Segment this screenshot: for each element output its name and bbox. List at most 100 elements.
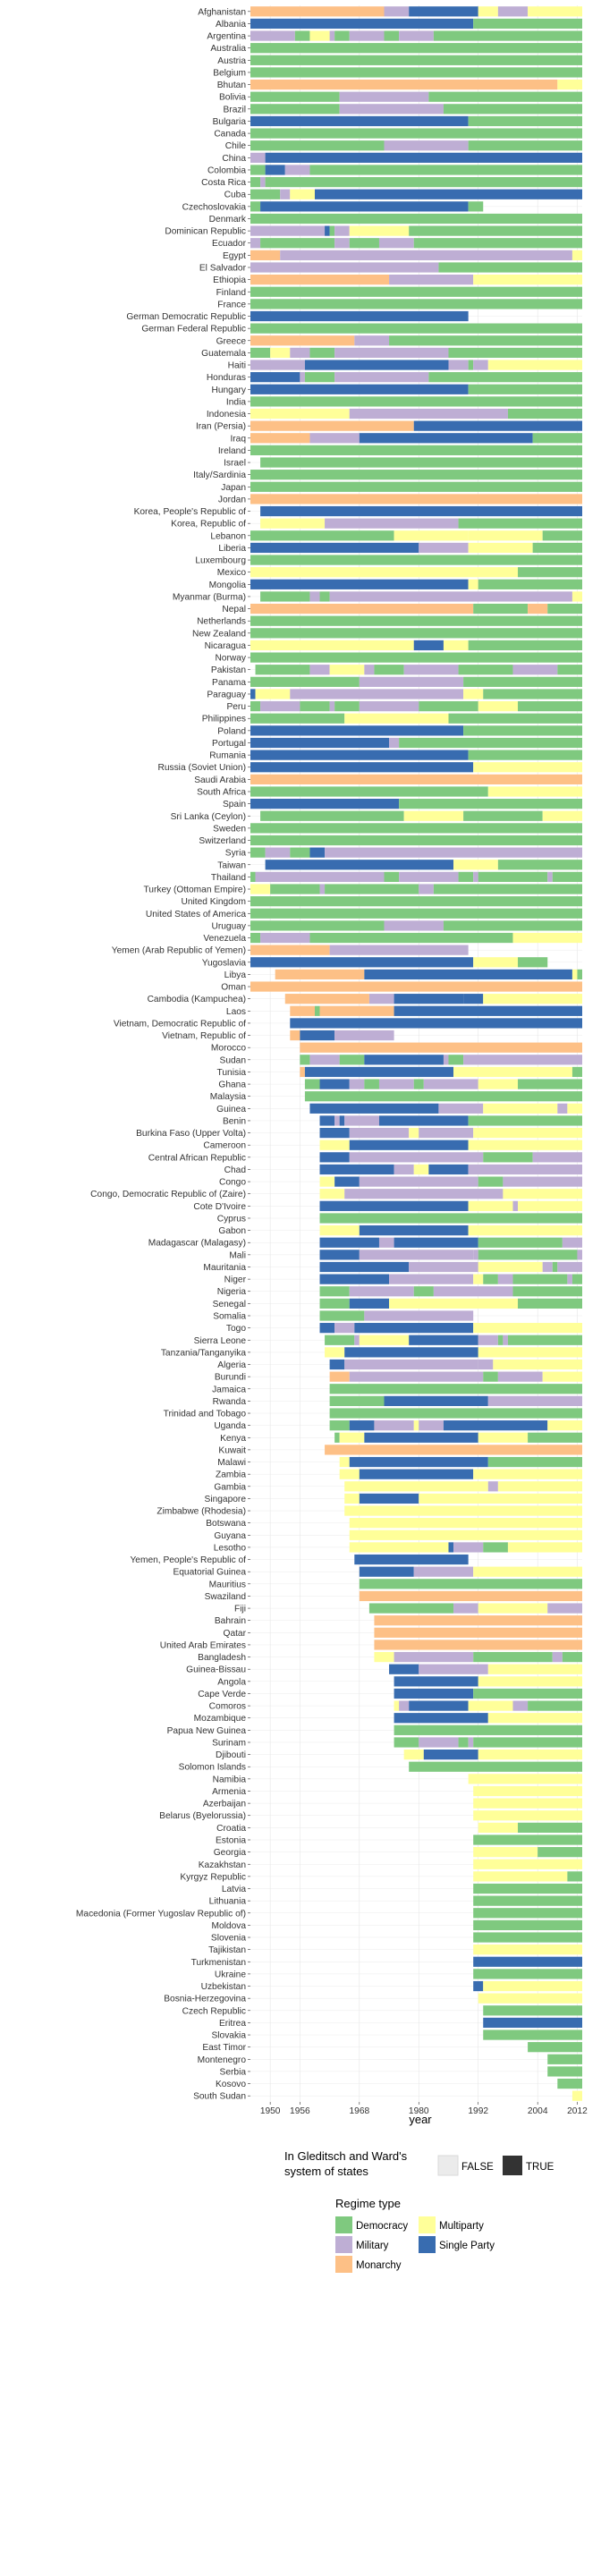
regime-segment: [571, 591, 582, 602]
regime-segment: [453, 1066, 572, 1078]
regime-segment: [542, 530, 582, 541]
regime-segment: [478, 1261, 543, 1273]
regime-segment: [473, 1895, 582, 1906]
regime-segment: [270, 347, 291, 359]
country-label: Turkmenistan: [191, 1958, 246, 1968]
regime-segment: [487, 1713, 582, 1724]
country-label: Ghana: [218, 1080, 246, 1090]
regime-segment: [468, 640, 582, 651]
country-label: Canada: [214, 130, 246, 140]
regime-segment: [349, 1530, 582, 1540]
regime-segment: [468, 1200, 513, 1211]
regime-segment: [399, 1700, 410, 1711]
country-label: Senegal: [213, 1300, 246, 1309]
regime-segment: [478, 1432, 529, 1443]
country-label: Cape Verde: [198, 1690, 246, 1699]
regime-segment: [349, 238, 379, 249]
regime-segment: [349, 1456, 488, 1468]
regime-segment: [319, 1286, 350, 1297]
regime-segment: [250, 176, 261, 188]
regime-segment: [497, 1481, 582, 1492]
regime-segment: [483, 1980, 582, 1992]
regime-segment: [250, 104, 340, 114]
country-label: Cuba: [224, 191, 247, 200]
country-label: Russia (Soviet Union): [157, 763, 246, 773]
regime-segment: [250, 579, 469, 589]
regime-segment: [478, 1250, 578, 1260]
country-label: Libya: [224, 970, 247, 980]
country-label: Yugoslavia: [202, 958, 247, 968]
regime-segment: [250, 347, 271, 359]
regime-segment: [384, 30, 400, 41]
regime-segment: [290, 847, 310, 858]
regime-segment: [250, 165, 266, 175]
legend-label-single-party: Single Party: [439, 2241, 495, 2251]
regime-segment: [290, 1030, 300, 1041]
regime-segment: [359, 1579, 582, 1589]
country-labels: Afghanistan Albania Argentina Australia Aust…: [76, 7, 250, 2102]
regime-segment: [250, 225, 326, 236]
country-label: Kazakhstan: [199, 1860, 246, 1870]
regime-segment: [319, 1176, 335, 1187]
regime-segment: [325, 225, 330, 236]
regime-segment: [483, 1152, 533, 1163]
country-label: Guinea-Bissau: [186, 1665, 246, 1675]
regime-segment: [478, 1603, 548, 1614]
country-label: Austria: [217, 56, 246, 66]
x-tick-label: 1968: [349, 2106, 369, 2116]
regime-segment: [359, 1335, 410, 1345]
country-label: Moldova: [211, 1921, 246, 1931]
country-label: Tunisia: [217, 1068, 247, 1078]
regime-segment: [487, 786, 582, 797]
country-label: Portugal: [212, 739, 246, 749]
regime-segment: [478, 1993, 582, 2004]
regime-segment: [468, 1737, 474, 1748]
regime-segment: [428, 1164, 469, 1175]
regime-segment: [374, 1651, 394, 1663]
country-label: Uganda: [214, 1421, 246, 1431]
regime-segment: [473, 1688, 582, 1699]
regime-segment: [443, 920, 582, 931]
regime-segment: [314, 189, 582, 199]
x-tick-label: 1980: [409, 2106, 429, 2116]
regime-segment: [463, 725, 582, 736]
regime-segment: [487, 1395, 582, 1407]
regime-segment: [250, 470, 582, 480]
regime-segment: [384, 6, 410, 17]
regime-segment: [334, 1432, 340, 1443]
regime-segment: [349, 1127, 410, 1139]
country-label: Congo: [219, 1178, 246, 1188]
regime-segment: [250, 628, 582, 639]
regime-segment: [280, 189, 291, 199]
regime-segment: [250, 250, 281, 260]
regime-segment: [547, 603, 582, 614]
regime-segment: [250, 542, 419, 554]
regime-segment: [250, 567, 519, 578]
regime-segment: [250, 713, 345, 724]
regime-segment: [250, 871, 256, 883]
regime-segment: [329, 1408, 582, 1419]
regime-segment: [468, 1140, 582, 1150]
regime-segment: [547, 871, 553, 883]
regime-segment: [349, 1298, 390, 1309]
regime-segment: [349, 1286, 414, 1297]
regime-segment: [468, 1700, 513, 1711]
regime-segment: [368, 994, 394, 1004]
x-tick-label: 1992: [468, 2106, 488, 2116]
country-label: Tajikistan: [208, 1945, 246, 1955]
x-tick-label: 2012: [567, 2106, 588, 2116]
country-label: Central African Republic: [148, 1153, 246, 1163]
regime-segment: [265, 847, 291, 858]
country-label: Kenya: [220, 1434, 246, 1444]
regime-segment: [419, 1127, 474, 1139]
country-label: Netherlands: [197, 617, 246, 627]
country-label: Korea, Republic of: [171, 520, 246, 530]
regime-segment: [349, 1079, 365, 1089]
regime-segment: [290, 1018, 582, 1029]
country-label: Ireland: [218, 446, 246, 456]
country-label: Greece: [216, 336, 247, 346]
country-label: Sri Lanka (Ceylon): [171, 812, 246, 822]
regime-segment: [250, 384, 469, 394]
regime-segment: [290, 347, 310, 359]
regime-segment: [284, 165, 310, 175]
